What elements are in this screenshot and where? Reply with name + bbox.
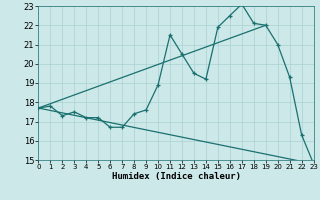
X-axis label: Humidex (Indice chaleur): Humidex (Indice chaleur) xyxy=(111,172,241,181)
